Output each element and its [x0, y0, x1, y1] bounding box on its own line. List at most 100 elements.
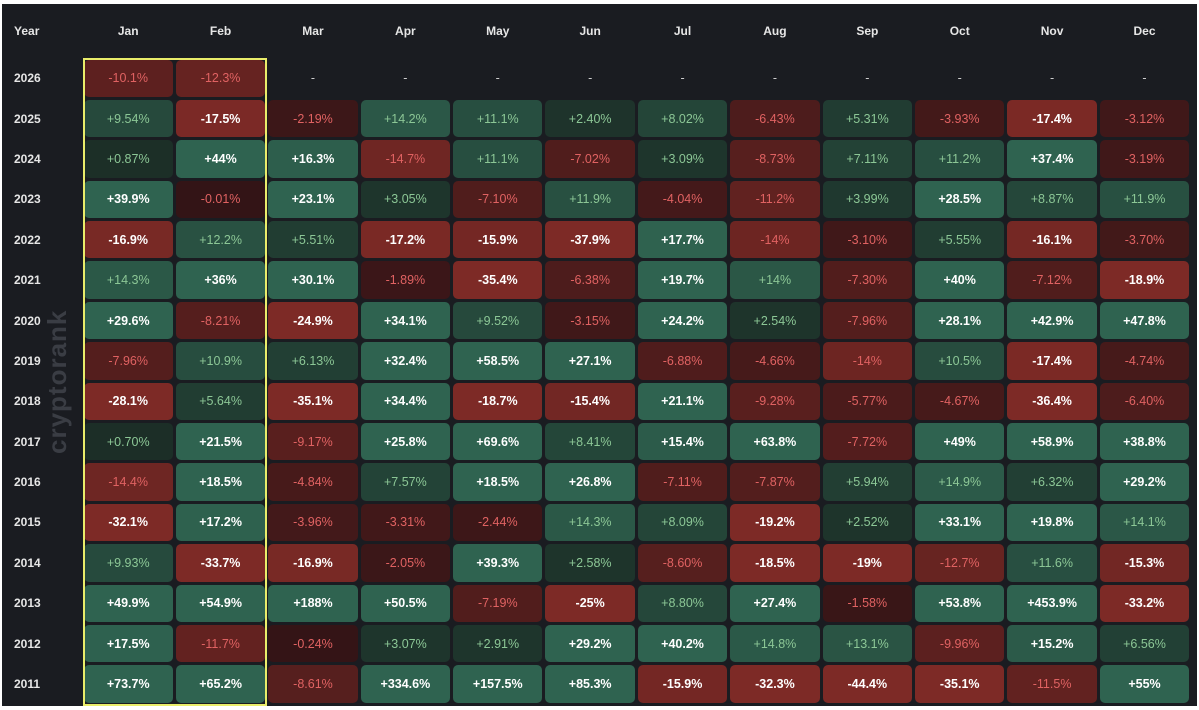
cell-value: -: [588, 71, 593, 86]
cell-value: -28.1%: [83, 382, 173, 421]
cell-value: +453.9%: [1007, 584, 1097, 622]
cell-value: +11.1%: [453, 99, 543, 138]
heatmap-cell-dec: -3.70%: [1098, 220, 1190, 260]
heatmap-cell-mar: +23.1%: [267, 179, 359, 219]
cell-value: -6.88%: [637, 342, 728, 380]
heatmap-cell-jul: +40.2%: [636, 623, 728, 663]
year-label: 2023: [14, 192, 41, 207]
cell-value: -6.43%: [730, 99, 820, 138]
heatmap-cell-sep: -5.77%: [821, 381, 913, 421]
heatmap-cell-oct: -12.7%: [914, 543, 1006, 583]
heatmap-cell-jun: +85.3%: [544, 664, 636, 704]
heatmap-cell-apr: +14.2%: [359, 98, 451, 138]
year-label: 2014: [14, 555, 41, 570]
cell-value: +36%: [175, 261, 266, 299]
heatmap-cell-apr: -1.89%: [359, 260, 451, 300]
cell-value: +9.54%: [83, 99, 173, 138]
cell-value: -15.3%: [1099, 544, 1190, 582]
cell-value: -12.3%: [175, 59, 266, 97]
heatmap-cell-sep: -3.10%: [821, 220, 913, 260]
heatmap-cell-feb: -0.01%: [174, 179, 266, 219]
cell-value: -35.1%: [915, 665, 1005, 703]
cell-value: -11.5%: [1007, 665, 1097, 703]
cell-value: -32.3%: [730, 665, 820, 703]
heatmap-cell-aug: -4.66%: [729, 341, 821, 381]
year-row-2023: 2023 +39.9% -0.01% +23.1% +3.05% -7.10% +11.9%…: [2, 179, 1197, 219]
cell-value: +17.5%: [83, 624, 173, 663]
cell-value: +7.11%: [822, 140, 913, 178]
heatmap-cell-jun: +27.1%: [544, 341, 636, 381]
year-label: 2026: [14, 71, 41, 86]
cell-value: +5.55%: [915, 221, 1005, 259]
heatmap-cell-aug: -: [729, 58, 821, 98]
cell-value: +6.32%: [1007, 463, 1097, 501]
cell-value: +28.5%: [915, 180, 1005, 219]
cell-value: -: [403, 71, 408, 86]
heatmap-cell-dec: +11.9%: [1098, 179, 1190, 219]
heatmap-cell-sep: -44.4%: [821, 664, 913, 704]
cell-value: +19.8%: [1007, 503, 1097, 542]
cell-value: +5.51%: [268, 221, 358, 259]
heatmap-cell-apr: +7.57%: [359, 462, 451, 502]
year-row-2026: 2026 -10.1% -12.3% - - - - - - - - - -: [2, 58, 1197, 98]
heatmap-cell-mar: -0.24%: [267, 623, 359, 663]
heatmap-cell-apr: +32.4%: [359, 341, 451, 381]
cell-value: -14%: [822, 342, 913, 380]
cell-value: -3.15%: [545, 301, 635, 340]
year-label: 2024: [14, 151, 41, 166]
cell-value: +47.8%: [1099, 301, 1190, 340]
cell-value: +9.52%: [453, 301, 543, 340]
heatmap-cell-mar: +6.13%: [267, 341, 359, 381]
cell-value: +38.8%: [1099, 423, 1190, 461]
heatmap-cell-aug: -8.73%: [729, 139, 821, 179]
heatmap-cell-apr: +34.1%: [359, 300, 451, 340]
heatmap-cell-jan: +0.70%: [82, 422, 174, 462]
cell-value: -37.9%: [545, 221, 635, 259]
heatmap-cell-feb: -8.21%: [174, 300, 266, 340]
heatmap-cell-nov: -36.4%: [1006, 381, 1098, 421]
cell-value: -14.4%: [83, 463, 173, 501]
cell-value: -4.04%: [637, 180, 728, 219]
cell-value: -14.7%: [360, 140, 451, 178]
cell-value: -19.2%: [730, 503, 820, 542]
year-label: 2011: [14, 677, 41, 692]
cell-value: +2.40%: [545, 99, 635, 138]
heatmap-cell-aug: +63.8%: [729, 422, 821, 462]
cell-value: +8.80%: [637, 584, 728, 622]
cell-value: -15.9%: [453, 221, 543, 259]
cell-value: -: [495, 71, 500, 86]
heatmap-cell-feb: +44%: [174, 139, 266, 179]
cell-value: -7.87%: [730, 463, 820, 501]
cell-value: +18.5%: [453, 463, 543, 501]
cell-value: +2.52%: [822, 503, 913, 542]
heatmap-cell-sep: -7.96%: [821, 300, 913, 340]
month-header-dec: Dec: [1133, 24, 1156, 38]
cell-value: -3.12%: [1099, 99, 1190, 138]
heatmap-cell-dec: +6.56%: [1098, 623, 1190, 663]
cell-value: -14%: [730, 221, 820, 259]
heatmap-cell-oct: +53.8%: [914, 583, 1006, 623]
cell-value: +14%: [730, 261, 820, 299]
cell-value: +39.3%: [453, 544, 543, 582]
cell-value: +10.9%: [175, 342, 266, 380]
cell-value: +54.9%: [175, 584, 266, 622]
heatmap-cell-may: -7.10%: [452, 179, 544, 219]
heatmap-cell-dec: +55%: [1098, 664, 1190, 704]
cell-value: +3.99%: [822, 180, 913, 219]
heatmap-cell-nov: -7.12%: [1006, 260, 1098, 300]
cell-value: -33.2%: [1099, 584, 1190, 622]
cell-value: +3.09%: [637, 140, 728, 178]
heatmap-cell-mar: -9.17%: [267, 422, 359, 462]
cell-value: -3.10%: [822, 221, 913, 259]
heatmap-cell-mar: -: [267, 58, 359, 98]
heatmap-cell-feb: +36%: [174, 260, 266, 300]
heatmap-cell-jun: -: [544, 58, 636, 98]
year-label: 2020: [14, 313, 41, 328]
cell-value: +5.64%: [175, 382, 266, 421]
heatmap-cell-dec: -3.19%: [1098, 139, 1190, 179]
cell-value: -18.9%: [1099, 261, 1190, 299]
heatmap-cell-aug: +14.8%: [729, 623, 821, 663]
cell-value: +58.5%: [453, 342, 543, 380]
cell-value: -36.4%: [1007, 382, 1097, 421]
heatmap-cell-feb: +12.2%: [174, 220, 266, 260]
